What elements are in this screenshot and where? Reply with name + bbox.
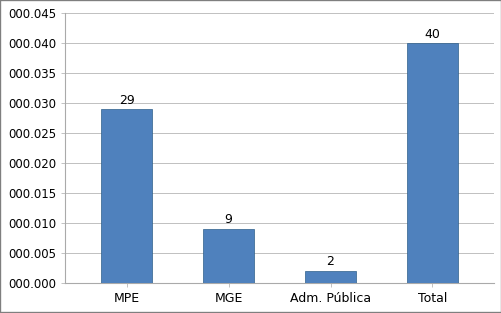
Bar <box>203 229 254 283</box>
Text: 40: 40 <box>424 28 439 41</box>
Bar <box>406 43 457 283</box>
Bar <box>305 271 355 283</box>
Bar <box>101 109 152 283</box>
Text: 29: 29 <box>119 94 134 107</box>
Text: 2: 2 <box>326 255 334 268</box>
Text: 9: 9 <box>224 213 232 226</box>
